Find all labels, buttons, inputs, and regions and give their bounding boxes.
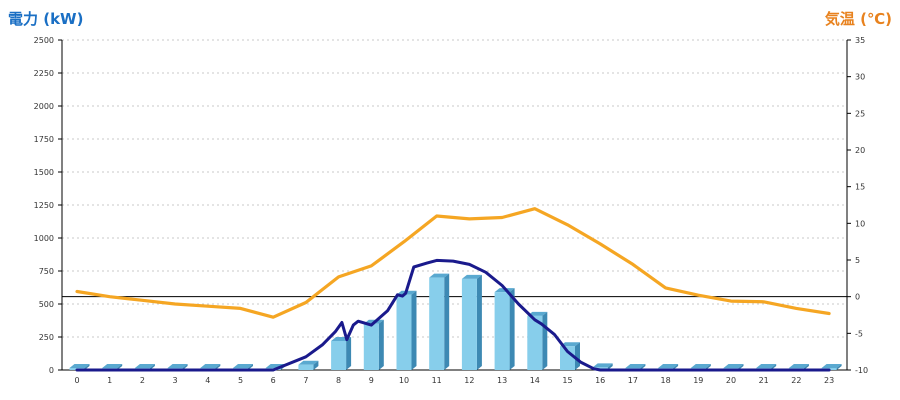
x-tick-label: 19 [693, 376, 703, 385]
y-left-tick-label: 500 [39, 300, 54, 309]
y-right-tick-label: 30 [855, 73, 865, 82]
power-bar [527, 315, 543, 370]
bar-top [788, 364, 809, 368]
x-tick-label: 10 [399, 376, 409, 385]
bar-top [527, 311, 548, 316]
y-left-tick-label: 1750 [34, 135, 54, 144]
x-tick-label: 4 [205, 376, 210, 385]
power-bar [461, 278, 477, 370]
y-left-tick-label: 2250 [34, 69, 54, 78]
y-right-tick-label: -10 [855, 366, 868, 375]
y-right-tick-label: 0 [855, 293, 860, 302]
bar-top [429, 273, 450, 278]
y-right-tick-label: 15 [855, 183, 865, 192]
bar-top [298, 360, 319, 365]
x-tick-label: 9 [369, 376, 374, 385]
temperature-line [75, 207, 831, 319]
x-tick-label: 20 [726, 376, 736, 385]
x-tick-label: 22 [791, 376, 801, 385]
y-left-tick-label: 1250 [34, 201, 54, 210]
bar-top [625, 364, 646, 368]
bar-top [658, 364, 679, 368]
bar-top [134, 364, 155, 368]
power-bar [363, 323, 379, 370]
power-bar [494, 292, 510, 370]
power-bar [298, 364, 314, 370]
bar-side [542, 311, 548, 370]
bar-side [378, 319, 384, 370]
bar-side [476, 274, 482, 370]
bar-top [560, 342, 580, 347]
y-right-tick-label: 20 [855, 146, 865, 155]
power-line [75, 258, 831, 372]
power-bar [429, 277, 445, 370]
x-tick-label: 3 [173, 376, 178, 385]
y-right-tick-label: 5 [855, 256, 860, 265]
x-tick-label: 15 [562, 376, 572, 385]
y-right-tick-label: -5 [855, 329, 863, 338]
y-left-tick-label: 1500 [34, 168, 54, 177]
x-tick-label: 11 [432, 376, 442, 385]
bar-top [167, 364, 188, 368]
bar-top [233, 364, 253, 368]
x-tick-label: 5 [238, 376, 243, 385]
bar-top [461, 274, 482, 279]
x-tick-label: 0 [74, 376, 79, 385]
bar-side [575, 342, 580, 370]
bar-side [411, 290, 417, 370]
bar-side [836, 364, 842, 370]
y-left-tick-label: 750 [39, 267, 54, 276]
x-tick-label: 13 [497, 376, 507, 385]
y-left-tick-label: 2500 [34, 36, 54, 45]
y-left-tick-label: 1000 [34, 234, 54, 243]
bar-side [509, 288, 515, 370]
x-tick-label: 14 [530, 376, 540, 385]
bar-top [756, 364, 777, 368]
bar-side [444, 273, 450, 370]
y-left-tick-label: 250 [39, 333, 54, 342]
bar-top [592, 363, 613, 368]
y-axis-left-title: 電力 (kW) [8, 10, 84, 28]
bar-top [690, 364, 711, 368]
x-tick-label: 1 [107, 376, 112, 385]
y-left-tick-label: 0 [49, 366, 54, 375]
x-tick-label: 7 [303, 376, 308, 385]
bar-side [346, 336, 352, 370]
power-bar [560, 346, 575, 370]
bar-side [607, 363, 613, 370]
power-bar [396, 294, 412, 370]
bar-side [313, 360, 319, 370]
bar-top [723, 364, 744, 368]
bar-top [821, 364, 842, 368]
x-tick-label: 21 [759, 376, 769, 385]
bar-top [102, 364, 123, 368]
y-axis-right-title: 気温 (℃) [824, 10, 892, 28]
x-tick-label: 17 [628, 376, 638, 385]
x-tick-label: 6 [271, 376, 276, 385]
y-right-tick-label: 10 [855, 219, 865, 228]
y-left-tick-label: 2000 [34, 102, 54, 111]
power-bar [331, 340, 347, 370]
x-tick-label: 23 [824, 376, 834, 385]
bar-top [200, 364, 221, 368]
y-right-tick-label: 35 [855, 36, 865, 45]
bar-top [69, 364, 90, 368]
y-right-tick-label: 25 [855, 109, 865, 118]
x-tick-label: 12 [464, 376, 474, 385]
x-tick-label: 2 [140, 376, 145, 385]
x-tick-label: 18 [661, 376, 671, 385]
x-tick-label: 8 [336, 376, 341, 385]
x-tick-label: 16 [595, 376, 605, 385]
